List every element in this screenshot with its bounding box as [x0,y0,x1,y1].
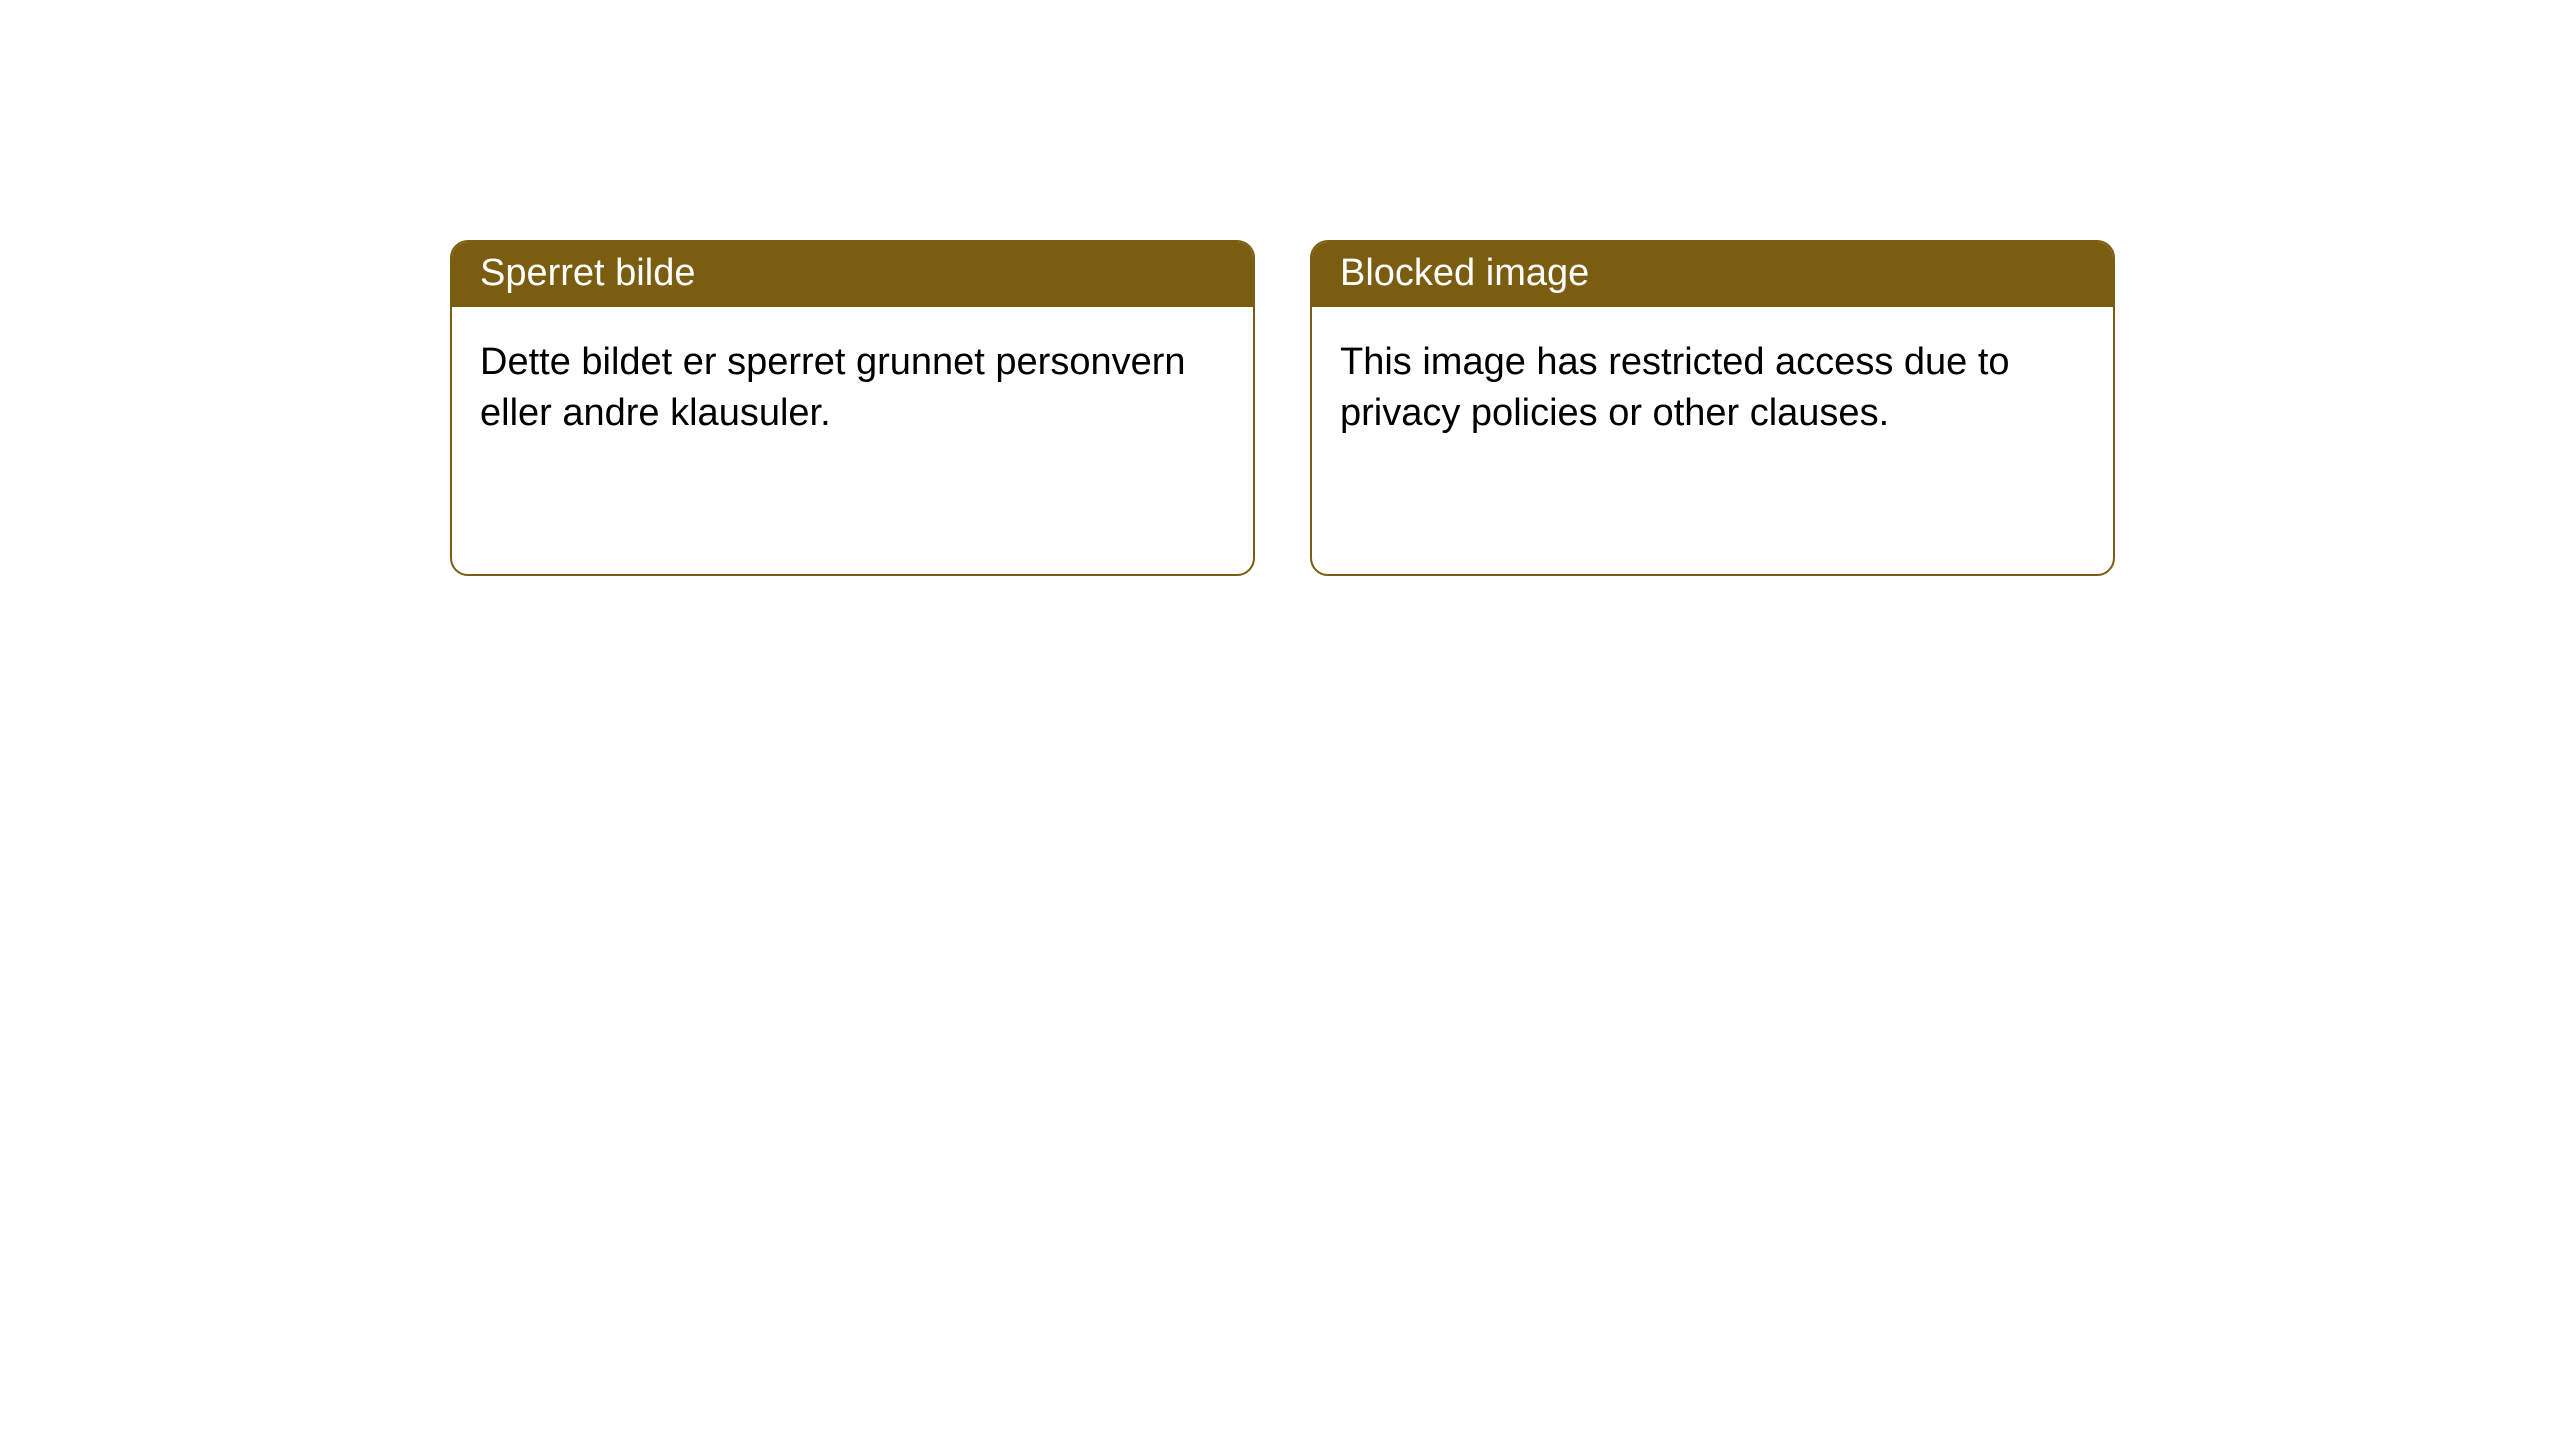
card-header: Blocked image [1312,242,2113,307]
blocked-image-card-english: Blocked image This image has restricted … [1310,240,2115,576]
card-body: Dette bildet er sperret grunnet personve… [452,307,1253,470]
card-title: Blocked image [1340,252,1589,294]
card-header: Sperret bilde [452,242,1253,307]
card-body-text: This image has restricted access due to … [1340,341,2010,434]
blocked-image-card-norwegian: Sperret bilde Dette bildet er sperret gr… [450,240,1255,576]
card-body-text: Dette bildet er sperret grunnet personve… [480,341,1186,434]
card-body: This image has restricted access due to … [1312,307,2113,470]
card-title: Sperret bilde [480,252,695,294]
notice-container: Sperret bilde Dette bildet er sperret gr… [0,0,2560,576]
